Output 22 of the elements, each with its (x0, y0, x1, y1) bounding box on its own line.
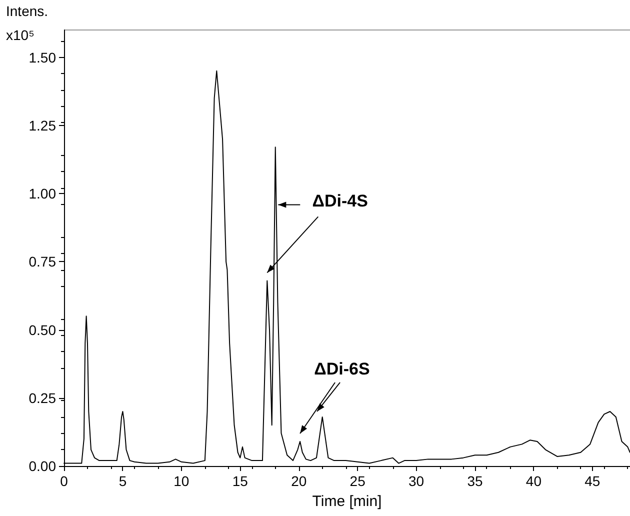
y-tick-label: 1.00 (28, 186, 56, 202)
annotation: ΔDi-6S (314, 359, 370, 378)
x-tick-label: 25 (350, 473, 366, 489)
x-tick-label: 40 (526, 473, 542, 489)
y-tick-label: 0.75 (28, 254, 56, 270)
y-tick-label: 0.50 (28, 322, 56, 338)
y-tick-label: 1.50 (28, 49, 56, 66)
x-tick-label: 35 (467, 473, 483, 489)
x-tick-label: 0 (60, 473, 68, 489)
x-tick-label: 5 (118, 473, 127, 489)
x-tick-label: 10 (174, 473, 190, 489)
x-tick-label: 45 (584, 473, 600, 489)
x-tick-label: 20 (291, 473, 307, 489)
annotation: ΔDi-4S (312, 192, 368, 211)
y-axis-title: Intens. (6, 3, 48, 19)
y-tick-label: 0.25 (28, 390, 56, 406)
y-tick-label: 1.25 (28, 117, 56, 134)
y-tick-label: 0.00 (28, 458, 56, 474)
x-tick-label: 15 (232, 473, 248, 489)
x-tick-label: 30 (408, 473, 424, 489)
x-axis-title: Time [min] (312, 493, 382, 510)
text: x10⁵ (6, 27, 34, 43)
